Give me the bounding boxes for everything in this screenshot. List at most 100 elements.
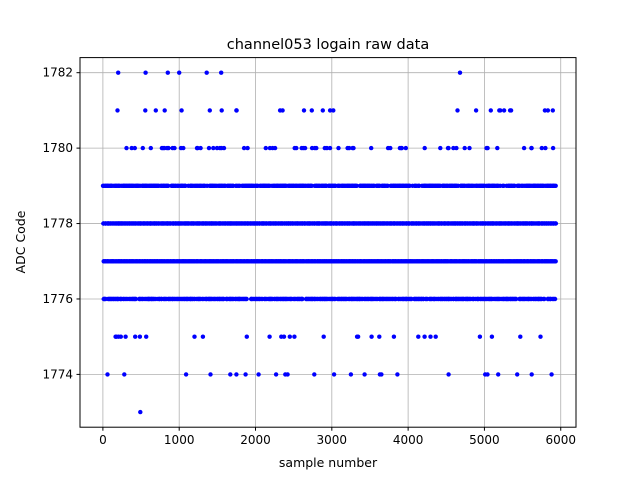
data-point <box>294 145 299 151</box>
data-point <box>292 334 297 339</box>
data-point <box>391 334 397 339</box>
x-axis-label: sample number <box>279 455 378 470</box>
data-point <box>228 372 233 377</box>
data-point <box>539 145 544 151</box>
data-point <box>327 145 333 151</box>
data-point <box>422 145 427 151</box>
data-point <box>336 145 341 151</box>
data-point <box>351 145 356 151</box>
data-point <box>181 145 186 151</box>
data-point <box>301 108 307 113</box>
data-point <box>244 334 249 339</box>
data-point <box>243 372 248 377</box>
data-point <box>422 334 427 339</box>
data-point <box>428 334 433 339</box>
data-point <box>477 334 483 339</box>
data-point <box>166 145 171 151</box>
data-point <box>219 108 224 113</box>
y-tick-label: 1776 <box>42 292 73 306</box>
data-point <box>324 145 330 151</box>
data-point <box>177 70 182 75</box>
data-point <box>347 145 352 151</box>
x-tick-label: 3000 <box>317 433 348 447</box>
data-point <box>144 334 149 339</box>
data-point <box>221 145 227 151</box>
data-point <box>148 145 153 151</box>
data-point <box>321 334 326 339</box>
data-point <box>529 145 534 151</box>
data-point <box>198 145 203 151</box>
data-point <box>206 145 212 151</box>
data-point <box>200 334 206 339</box>
data-point <box>369 145 374 151</box>
data-point <box>495 145 500 151</box>
data-point <box>485 372 490 377</box>
data-point <box>543 145 548 151</box>
data-point <box>129 145 134 151</box>
data-point <box>354 183 359 188</box>
data-point <box>320 108 325 113</box>
data-point <box>287 334 292 339</box>
chart-title: channel053 logain raw data <box>227 37 429 53</box>
data-point <box>272 145 278 151</box>
data-point <box>204 70 209 75</box>
data-point <box>166 183 171 188</box>
data-point <box>518 334 523 339</box>
data-point <box>553 221 559 226</box>
data-point <box>395 372 400 377</box>
y-tick-label: 1780 <box>42 141 73 155</box>
data-point <box>133 296 139 302</box>
data-point <box>208 372 213 377</box>
data-point <box>362 372 367 377</box>
data-point <box>331 372 337 377</box>
data-point <box>489 334 495 339</box>
data-point <box>377 334 382 339</box>
x-tick-label: 4000 <box>393 433 424 447</box>
data-point <box>550 108 555 113</box>
data-point <box>355 334 361 339</box>
data-point <box>455 108 460 113</box>
data-point <box>124 145 129 151</box>
data-point <box>514 296 519 302</box>
data-point <box>309 108 314 113</box>
data-point <box>433 334 438 339</box>
y-axis-label: ADC Code <box>13 210 28 273</box>
data-point <box>508 108 514 113</box>
data-point <box>379 372 384 377</box>
data-point <box>234 372 239 377</box>
data-point <box>256 372 261 377</box>
data-points <box>100 70 559 415</box>
data-point <box>467 145 472 151</box>
data-point <box>457 70 463 75</box>
data-point <box>553 259 558 264</box>
data-point <box>116 70 121 75</box>
data-point <box>553 183 558 188</box>
data-point <box>241 145 247 151</box>
data-point <box>211 145 216 151</box>
data-point <box>183 372 189 377</box>
data-point <box>302 145 308 151</box>
data-point <box>542 296 547 302</box>
data-point <box>105 372 110 377</box>
data-point <box>245 145 250 151</box>
data-point <box>438 145 443 151</box>
data-point <box>244 296 249 302</box>
data-point <box>132 145 137 151</box>
data-point <box>133 334 138 339</box>
data-point <box>462 145 467 151</box>
data-point <box>140 145 145 151</box>
data-point <box>115 108 120 113</box>
data-point <box>369 334 374 339</box>
data-point <box>545 108 551 113</box>
data-point <box>267 334 272 339</box>
data-point <box>331 108 336 113</box>
x-tick-label: 6000 <box>545 433 576 447</box>
data-point <box>488 108 493 113</box>
data-point <box>550 145 556 151</box>
grid-lines <box>80 57 576 428</box>
y-tick-label: 1782 <box>42 66 73 80</box>
data-point <box>348 372 354 377</box>
data-point <box>529 372 534 377</box>
data-point <box>498 108 503 113</box>
